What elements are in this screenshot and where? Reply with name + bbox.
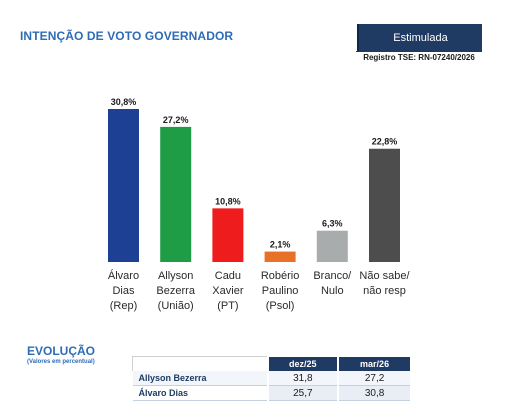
- data-label: 27,2%: [163, 115, 189, 125]
- data-label: 10,8%: [215, 196, 241, 206]
- category-label: Cadu: [215, 270, 241, 282]
- data-label: 6,3%: [322, 219, 343, 229]
- category-label: (Rep): [110, 300, 138, 312]
- category-label: (Psol): [266, 300, 295, 312]
- data-label: 22,8%: [372, 137, 398, 147]
- estimulada-badge: Estimulada: [357, 24, 482, 51]
- evolution-table: dez/25 mar/26 Allyson Bezerra 31,8 27,2 …: [132, 356, 410, 401]
- category-label: (União): [158, 300, 194, 312]
- bar: [108, 109, 139, 262]
- evolution-col-header: mar/26: [337, 356, 410, 371]
- bar: [160, 126, 192, 262]
- data-label: 30,8%: [111, 97, 137, 107]
- bar: [369, 148, 400, 262]
- category-label: não resp: [363, 285, 406, 297]
- evolution-subtitle: (Valores em percentual): [27, 359, 95, 365]
- chart-title: INTENÇÃO DE VOTO GOVERNADOR: [20, 29, 234, 43]
- table-value: 27,2: [337, 371, 410, 386]
- category-label: Xavier: [212, 285, 244, 297]
- bar: [212, 208, 244, 262]
- evolution-title: EVOLUÇÃO: [27, 344, 96, 358]
- table-row: Allyson Bezerra 31,8 27,2: [132, 371, 410, 386]
- category-label: Robério: [261, 270, 300, 282]
- category-label: Nulo: [321, 285, 344, 297]
- category-label: Bezerra: [156, 285, 195, 297]
- table-row: Álvaro Dias 25,7 30,8: [132, 385, 410, 401]
- table-value: 31,8: [266, 371, 339, 386]
- bar: [264, 251, 296, 262]
- candidate-name: Allyson Bezerra: [132, 371, 268, 386]
- category-label: Dias: [112, 285, 135, 297]
- bar: [316, 230, 348, 262]
- registry-label: Registro TSE: RN-07240/2026: [356, 51, 482, 62]
- category-label: Paulino: [262, 285, 299, 297]
- category-label: Branco/: [313, 270, 352, 282]
- candidate-name: Álvaro Dias: [132, 385, 268, 401]
- table-value: 25,7: [266, 385, 339, 401]
- category-label: Allyson: [158, 270, 193, 282]
- bar-chart: 30,8% Álvaro Dias (Rep) 27,2% Allyson Bezerra (…: [108, 97, 411, 312]
- evolution-header-row: dez/25 mar/26: [132, 356, 410, 371]
- evolution-header-blank: [132, 356, 268, 371]
- table-value: 30,8: [337, 385, 410, 401]
- data-label: 2,1%: [270, 240, 291, 250]
- evolution-col-header: dez/25: [266, 356, 339, 371]
- category-label: Não sabe/: [359, 270, 410, 282]
- category-label: (PT): [217, 300, 238, 312]
- category-label: Álvaro: [108, 269, 139, 282]
